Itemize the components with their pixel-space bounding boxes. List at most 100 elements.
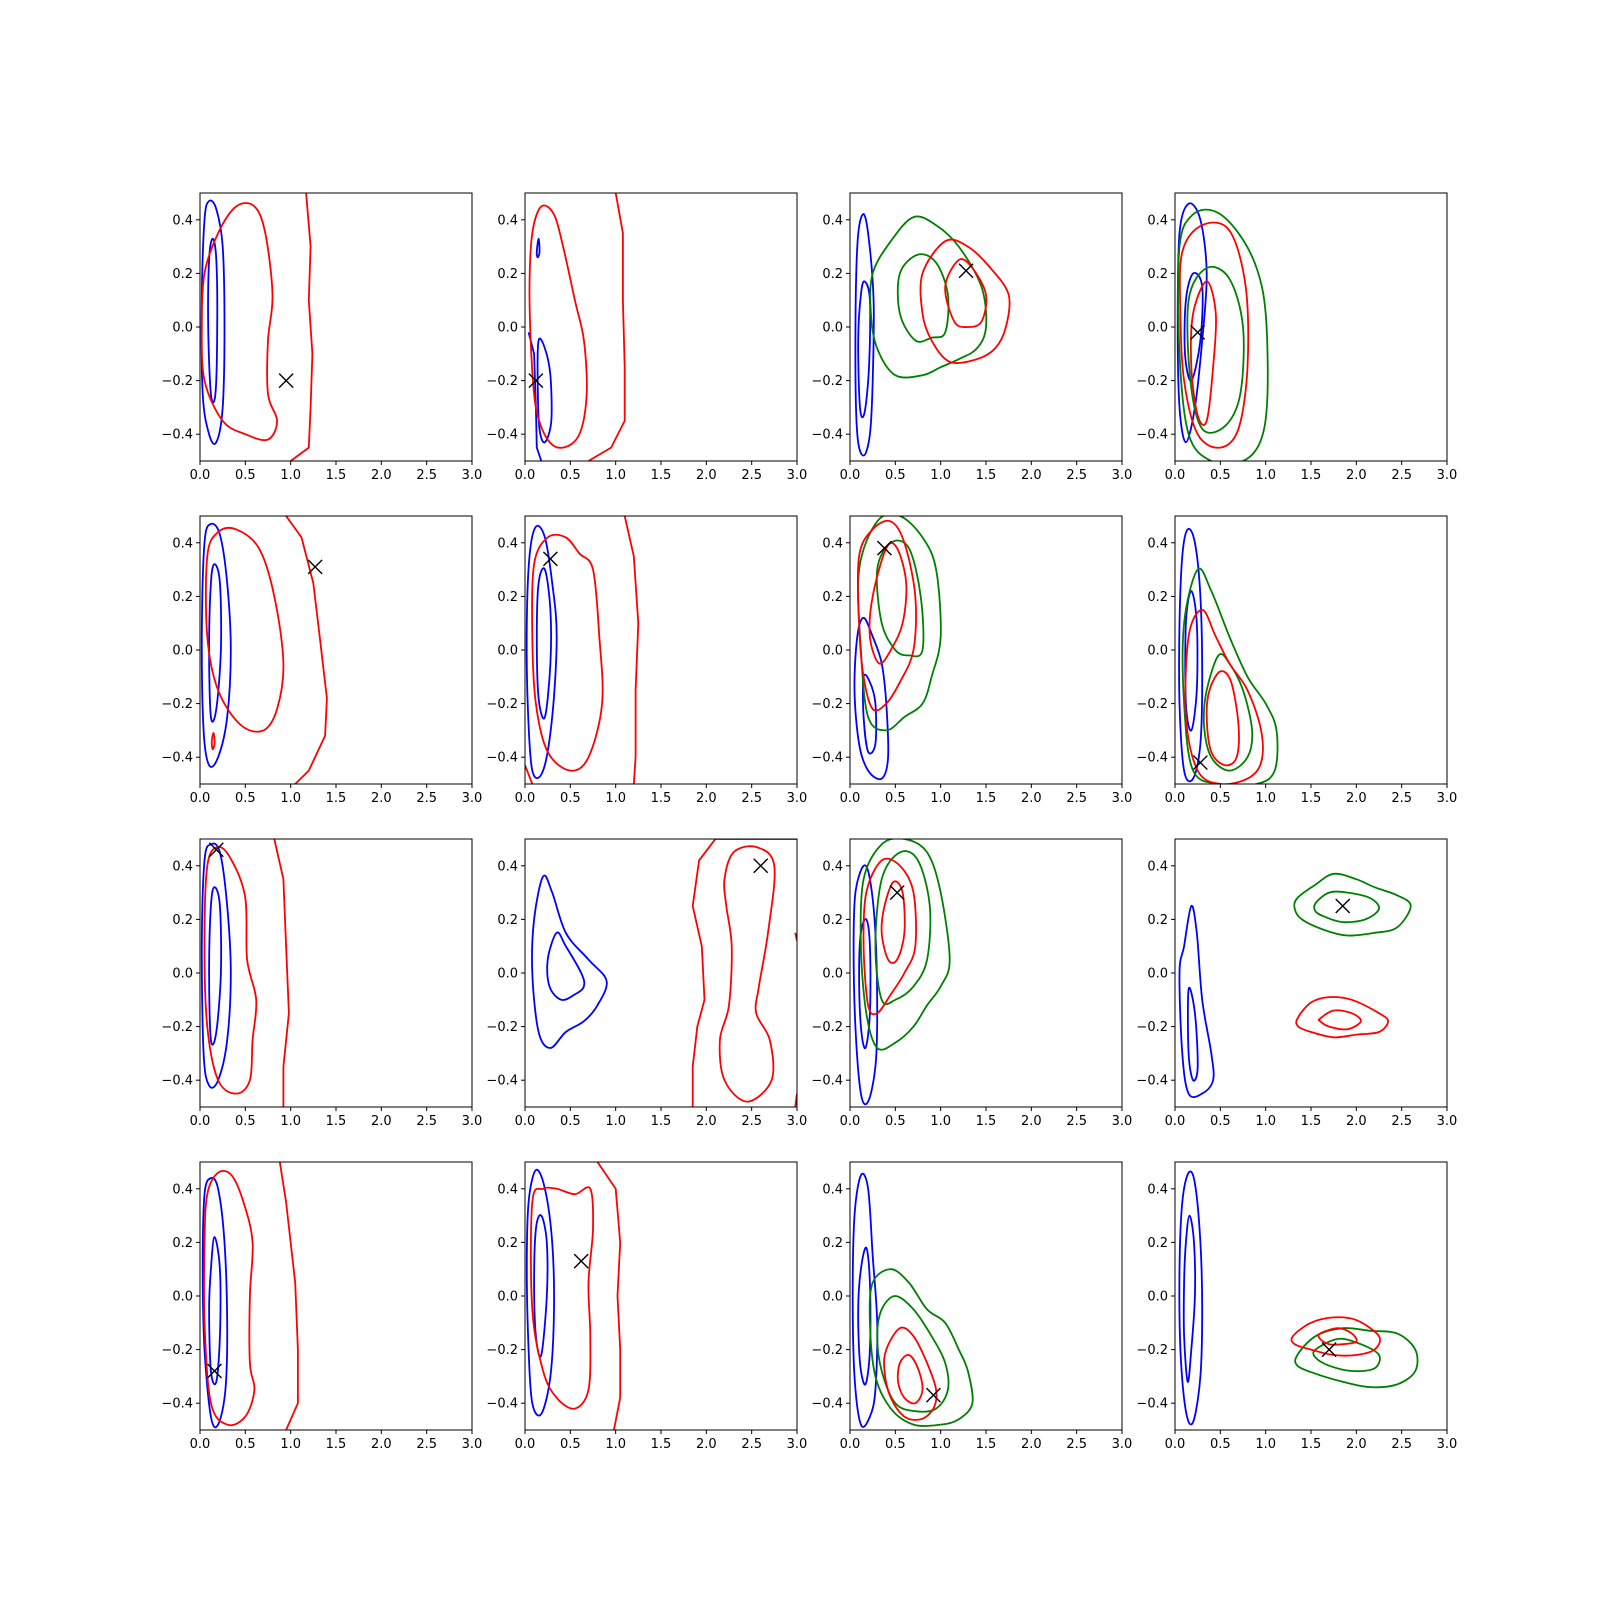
x-tick-label: 3.0 <box>1112 468 1133 483</box>
blue-contour-1 <box>525 1168 555 1417</box>
red-contour-6 <box>896 1354 924 1405</box>
x-tick-label: 2.5 <box>741 1437 762 1452</box>
x-marker <box>889 885 905 901</box>
y-tick-label: −0.2 <box>1136 1020 1168 1035</box>
red-contour-4 <box>528 204 588 449</box>
x-tick-label: 1.5 <box>326 791 347 806</box>
axes-frame <box>199 192 473 462</box>
x-tick-label: 3.0 <box>1437 791 1458 806</box>
subplot-4-1: 0.0 0.5 1.0 1.5 2.0 2.5 3.0 −0.4 −0.2 0.0 0.2 0.4 <box>161 1161 483 1452</box>
x-tick-label: 0.0 <box>515 468 536 483</box>
x-tick-label: 1.0 <box>605 1437 626 1452</box>
blue-contour-3 <box>535 237 541 259</box>
x-tick-label: 1.0 <box>930 1437 951 1452</box>
axes-frame <box>1174 838 1448 1108</box>
x-marker <box>528 373 544 389</box>
red-contour-5 <box>1295 996 1390 1039</box>
x-tick-label: 1.0 <box>280 791 301 806</box>
x-tick-label: 3.0 <box>1437 468 1458 483</box>
x-tick-label: 1.5 <box>651 791 672 806</box>
green-contour-4 <box>1186 265 1245 434</box>
x-tick-label: 2.5 <box>1066 468 1087 483</box>
y-tick-label: −0.2 <box>811 374 843 389</box>
x-tick-label: 0.0 <box>190 1114 211 1129</box>
x-tick-label: 2.5 <box>1391 1437 1412 1452</box>
x-tick-label: 3.0 <box>462 1437 483 1452</box>
y-tick-label: 0.2 <box>172 1236 193 1251</box>
green-contour-3 <box>1293 872 1412 937</box>
x-marker <box>1335 898 1351 914</box>
y-tick-label: −0.2 <box>811 1020 843 1035</box>
x-tick-label: 2.0 <box>696 468 717 483</box>
x-marker <box>278 373 294 389</box>
x-tick-label: 3.0 <box>462 1114 483 1129</box>
blue-contour-2 <box>857 280 872 419</box>
x-tick-label: 0.0 <box>840 1437 861 1452</box>
x-tick-label: 0.5 <box>885 1114 906 1129</box>
y-tick-label: −0.2 <box>1136 1343 1168 1358</box>
x-tick-label: 1.5 <box>976 791 997 806</box>
y-tick-label: −0.2 <box>161 697 193 712</box>
y-tick-label: −0.4 <box>161 1397 193 1412</box>
blue-contour-1 <box>1176 202 1208 444</box>
y-tick-label: −0.4 <box>811 1074 843 1089</box>
y-tick-label: 0.2 <box>822 1236 843 1251</box>
x-tick-label: 2.0 <box>696 1437 717 1452</box>
blue-contour-1 <box>201 1176 229 1429</box>
x-tick-label: 1.5 <box>326 468 347 483</box>
contour-group <box>854 213 1011 457</box>
x-tick-label: 1.5 <box>1301 468 1322 483</box>
x-tick-label: 1.5 <box>1301 1114 1322 1129</box>
x-marker <box>958 263 974 279</box>
x-tick-label: 2.5 <box>741 1114 762 1129</box>
x-tick-label: 2.0 <box>1021 468 1042 483</box>
x-tick-label: 1.0 <box>1255 468 1276 483</box>
x-tick-label: 0.0 <box>1165 1437 1186 1452</box>
contour-group <box>1178 527 1279 784</box>
x-tick-label: 3.0 <box>462 791 483 806</box>
blue-contour-1 <box>200 522 232 768</box>
subplot-3-2: 0.0 0.5 1.0 1.5 2.0 2.5 3.0 −0.4 −0.2 0.0 0.2 0.4 <box>486 838 807 1129</box>
subplot-2-3: 0.0 0.5 1.0 1.5 2.0 2.5 3.0 −0.4 −0.2 0.0 0.2 0.4 <box>811 515 1132 806</box>
red-contour-3 <box>531 533 604 772</box>
green-contour-3 <box>868 1268 974 1427</box>
x-tick-label: 3.0 <box>462 468 483 483</box>
y-tick-label: 0.2 <box>822 913 843 928</box>
x-tick-label: 1.0 <box>605 1114 626 1129</box>
x-tick-label: 2.5 <box>741 791 762 806</box>
green-contour-3 <box>1294 1327 1419 1389</box>
y-tick-label: 0.4 <box>172 536 193 551</box>
x-tick-label: 0.5 <box>1210 791 1231 806</box>
red-contour-5 <box>856 519 917 712</box>
x-tick-label: 2.0 <box>696 1114 717 1129</box>
x-tick-label: 1.5 <box>976 1114 997 1129</box>
y-tick-label: 0.0 <box>822 644 843 659</box>
y-tick-label: 0.2 <box>497 1236 518 1251</box>
green-contour-4 <box>896 253 950 343</box>
x-tick-label: 3.0 <box>1112 1437 1133 1452</box>
x-marker <box>876 540 892 556</box>
x-tick-label: 0.5 <box>560 1114 581 1129</box>
blue-contour-2 <box>208 886 223 1046</box>
x-tick-label: 0.0 <box>1165 791 1186 806</box>
x-tick-label: 2.5 <box>741 468 762 483</box>
x-tick-label: 0.5 <box>560 791 581 806</box>
x-tick-label: 2.5 <box>416 1437 437 1452</box>
y-tick-label: 0.0 <box>497 967 518 982</box>
x-tick-label: 0.5 <box>885 1437 906 1452</box>
y-tick-label: −0.4 <box>486 1397 518 1412</box>
x-tick-label: 0.5 <box>235 1114 256 1129</box>
x-tick-label: 1.5 <box>326 1437 347 1452</box>
x-tick-label: 2.0 <box>696 791 717 806</box>
y-tick-label: −0.2 <box>161 1020 193 1035</box>
x-tick-label: 2.5 <box>1391 468 1412 483</box>
x-marker <box>1321 1342 1337 1358</box>
x-tick-label: 1.0 <box>1255 1114 1276 1129</box>
x-tick-label: 3.0 <box>787 1437 808 1452</box>
red-contour-4 <box>210 732 216 751</box>
x-marker <box>307 559 323 575</box>
x-tick-label: 2.0 <box>1021 1114 1042 1129</box>
axes-frame <box>849 838 1123 1108</box>
x-tick-label: 1.5 <box>651 1437 672 1452</box>
y-tick-label: 0.4 <box>822 536 843 551</box>
